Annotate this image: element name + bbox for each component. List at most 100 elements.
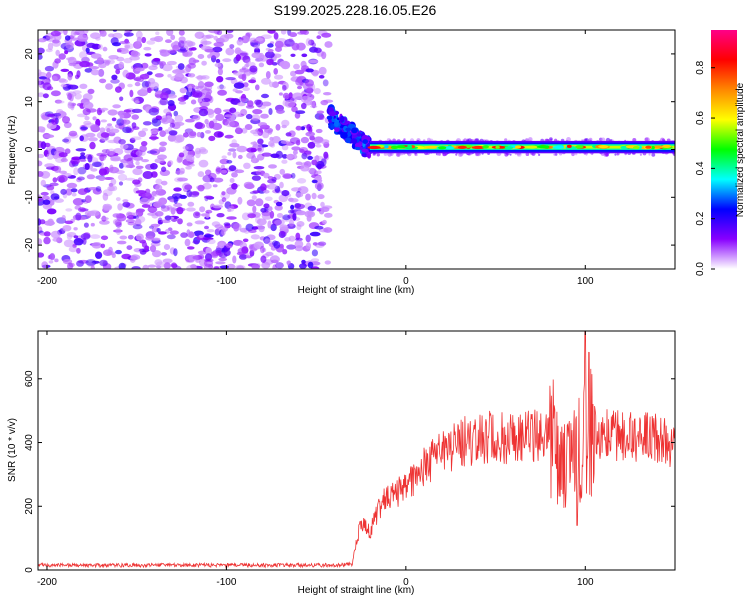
heatmap-noise-cell (221, 191, 226, 196)
heatmap-noise-cell (162, 258, 173, 264)
heatmap-band-halo (614, 153, 617, 156)
heatmap-band-halo (455, 153, 458, 156)
heatmap-noise-cell (261, 101, 272, 107)
heatmap-noise-cell (151, 118, 162, 127)
heatmap-noise-cell (99, 78, 107, 84)
heatmap-noise-cell (227, 208, 232, 212)
heatmap-noise-cell (38, 47, 45, 54)
heatmap-noise-cell (55, 49, 60, 57)
heatmap-noise-cell (149, 245, 157, 253)
heatmap-noise-cell (301, 259, 306, 264)
heatmap-noise-cell (62, 138, 70, 143)
heatmap-noise-cell (88, 210, 100, 217)
heatmap-noise-cell (47, 42, 54, 51)
heatmap-marks (38, 30, 675, 269)
heatmap-noise-cell (40, 191, 49, 196)
heatmap-noise-cell (125, 177, 136, 181)
heatmap-noise-cell (129, 255, 136, 263)
heatmap-noise-cell (221, 228, 226, 236)
heatmap-noise-cell (307, 261, 314, 269)
heatmap-noise-cell (177, 63, 185, 70)
heatmap-noise-cell (185, 118, 195, 123)
heatmap-noise-cell (300, 95, 311, 104)
heatmap-noise-cell (313, 47, 322, 54)
heatmap-noise-cell (257, 147, 262, 152)
heatmap-noise-cell (86, 174, 96, 180)
heatmap-band-peak (514, 145, 522, 149)
heatmap-noise-cell (138, 130, 147, 138)
heatmap-noise-cell (50, 90, 61, 97)
heatmap-noise-cell (139, 73, 150, 80)
heatmap-noise-cell (296, 221, 305, 227)
heatmap-noise-cell (296, 76, 302, 84)
heatmap-noise-cell (323, 227, 333, 233)
heatmap-noise-cell (194, 121, 203, 129)
heatmap-noise-cell (290, 70, 297, 77)
heatmap-noise-cell (66, 232, 77, 238)
heatmap-noise-cell (111, 117, 117, 122)
heatmap-noise-cell (198, 159, 209, 168)
snr-x-tick-label: -200 (37, 577, 57, 588)
heatmap-noise-cell (100, 132, 110, 138)
heatmap-noise-cell (317, 241, 327, 246)
heatmap-noise-cell (246, 152, 256, 159)
heatmap-noise-cell (274, 204, 283, 211)
heatmap-noise-cell (90, 168, 98, 172)
heatmap-noise-cell (166, 234, 176, 240)
heatmap-noise-cell (125, 164, 136, 168)
heatmap-noise-cell (236, 39, 244, 46)
heatmap-band-peak (645, 145, 652, 149)
heatmap-noise-cell (268, 206, 273, 212)
colorbar-tick-label: 0.2 (695, 211, 706, 225)
heatmap-noise-cell (154, 259, 163, 266)
heatmap-noise-cell (91, 43, 101, 50)
heatmap-noise-cell (322, 79, 329, 87)
heatmap-band-peak (543, 145, 550, 149)
heatmap-noise-cell (242, 55, 251, 63)
heatmap-band-halo (549, 137, 553, 142)
heatmap-noise-cell (179, 69, 191, 74)
heatmap-noise-cell (213, 131, 224, 138)
heatmap-noise-cell (98, 168, 108, 176)
heatmap-noise-cell (177, 97, 187, 102)
heatmap-noise-cell (225, 77, 236, 81)
heatmap-noise-cell (167, 49, 177, 54)
heatmap-noise-cell (132, 179, 141, 185)
heatmap-noise-cell (79, 51, 88, 59)
heatmap-noise-cell (54, 150, 59, 156)
heatmap-noise-cell (281, 190, 290, 197)
heatmap-noise-cell (106, 148, 116, 156)
heatmap-noise-cell (53, 165, 62, 173)
heatmap-band-peak (396, 145, 406, 149)
heatmap-noise-cell (227, 151, 232, 156)
heatmap-noise-cell (68, 246, 78, 253)
heatmap-noise-cell (95, 251, 103, 259)
heatmap-noise-cell (317, 194, 325, 200)
heatmap-noise-cell (177, 218, 183, 225)
heatmap-noise-cell (205, 91, 212, 100)
heatmap-transition-cell (366, 153, 370, 158)
heatmap-noise-cell (91, 242, 103, 249)
heatmap-noise-cell (188, 254, 200, 262)
heatmap-noise-cell (43, 134, 55, 139)
heatmap-noise-cell (201, 40, 212, 45)
heatmap-noise-cell (114, 170, 125, 174)
heatmap-noise-cell (170, 262, 177, 269)
heatmap-noise-cell (248, 229, 257, 234)
heatmap-noise-cell (116, 214, 127, 222)
heatmap-noise-cell (207, 30, 219, 34)
heatmap-band-peak (566, 144, 572, 148)
heatmap-noise-cell (211, 221, 221, 227)
heatmap-noise-cell (90, 124, 100, 131)
heatmap-noise-cell (122, 199, 129, 203)
heatmap-noise-cell (77, 188, 88, 195)
heatmap-noise-cell (280, 30, 287, 35)
heatmap-noise-cell (100, 243, 106, 249)
heatmap-band-peak (390, 145, 399, 149)
snr-plot-area (38, 331, 675, 569)
heatmap-noise-cell (307, 205, 316, 212)
heatmap-noise-cell (203, 234, 214, 238)
heatmap-noise-cell (76, 260, 84, 267)
heatmap-noise-cell (74, 74, 80, 80)
heatmap-noise-cell (237, 154, 243, 160)
